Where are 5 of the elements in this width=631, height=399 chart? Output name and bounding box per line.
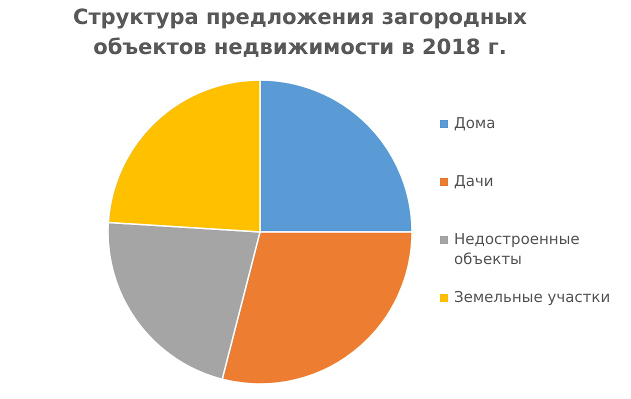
legend-label: Дачи	[454, 172, 494, 190]
legend-label: Дома	[454, 114, 496, 132]
legend-label: Земельные участки	[454, 288, 610, 306]
chart-title: Структура предложения загородных объектов недвижимости в 2018 г.	[73, 5, 528, 59]
legend-label: Недостроенные объекты	[454, 230, 580, 268]
